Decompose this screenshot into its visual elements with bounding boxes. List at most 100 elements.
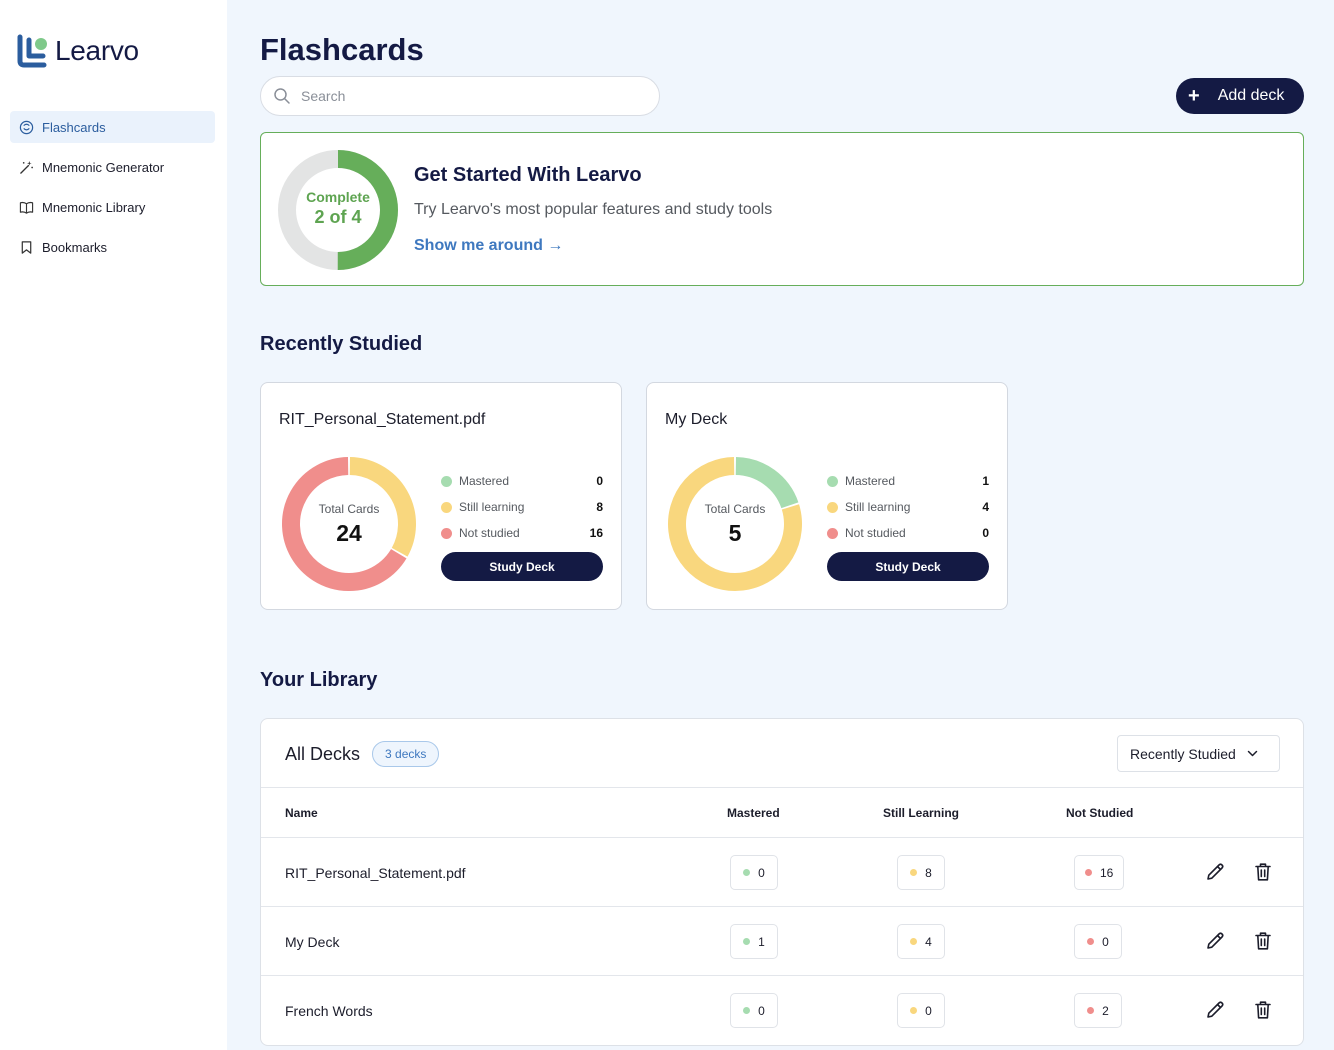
progress-ring-count: 2 of 4 [314,207,362,227]
sidebar-item-bookmarks[interactable]: Bookmarks [10,231,215,263]
legend-mastered: Mastered 1 [827,468,989,494]
trash-icon [1255,932,1271,950]
get-started-subtitle: Try Learvo's most popular features and s… [414,201,773,218]
all-decks-label: All Decks [285,743,361,764]
deck-card: My Deck Total Cards 5 Mastered 1 Still l… [646,382,1008,610]
page-title: Flashcards [260,32,424,67]
table-body: RIT_Personal_Statement.pdf 0 8 16 My Dec… [261,838,1303,1045]
pencil-icon [1207,1001,1224,1018]
donut-center-label: Total Cards 5 [666,502,804,547]
sidebar-nav: Flashcards Mnemonic Generator Mnemonic L… [10,111,215,271]
delete-button[interactable] [1252,861,1274,883]
edit-button[interactable] [1204,999,1226,1021]
add-deck-label: Add deck [1217,87,1285,104]
not-studied-count: 2 [1074,993,1122,1028]
legend-value: 0 [596,474,603,488]
column-header-mastered[interactable]: Mastered [727,806,780,820]
plus-icon: + [1188,85,1200,107]
mastered-count: 0 [730,855,778,890]
sidebar-item-mnemonic-library[interactable]: Mnemonic Library [10,191,215,223]
legend-label: Not studied [845,526,906,540]
legend-value: 16 [589,526,603,540]
book-icon [18,199,34,215]
legend-mastered: Mastered 0 [441,468,603,494]
progress-ring [278,150,398,270]
study-deck-button[interactable]: Study Deck [441,552,603,581]
still-learning-value: 0 [925,1003,932,1018]
donut-slice-still-learning [349,457,416,557]
still-learning-dot [910,1007,918,1014]
pencil-icon [1207,863,1224,880]
edit-button[interactable] [1204,930,1226,952]
total-cards-value: 5 [728,520,742,546]
delete-button[interactable] [1252,930,1274,952]
progress-ring-label: Complete 2 of 4 [277,189,399,228]
donut-slice-still-learning [668,457,802,591]
sidebar-item-label: Mnemonic Library [42,199,146,215]
learvo-logo[interactable]: Learvo [17,34,139,68]
legend-label: Still learning [459,500,525,514]
flashcards-icon [18,119,34,135]
mastered-value: 1 [758,934,765,949]
column-header-still-learning[interactable]: Still Learning [883,806,960,820]
donut-center-label: Total Cards 24 [280,502,418,547]
column-header-not-studied[interactable]: Not Studied [1066,806,1134,820]
deck-count-badge: 3 decks [372,741,440,767]
not-studied-dot [1085,869,1092,876]
legend-value: 0 [982,526,989,540]
not-studied-value: 2 [1102,1003,1109,1018]
still-learning-count: 4 [897,924,945,959]
not-studied-dot [441,527,452,539]
legend-value: 8 [596,500,603,514]
not-studied-count: 0 [1074,924,1122,959]
table-row[interactable]: French Words 0 0 2 [261,976,1303,1045]
total-cards-label: Total Cards [704,502,766,516]
progress-ring-caption: Complete [306,189,370,205]
total-cards-value: 24 [336,520,362,546]
sidebar-item-label: Flashcards [42,119,106,135]
table-row[interactable]: My Deck 1 4 0 [261,907,1303,976]
column-header-name[interactable]: Name [285,806,318,820]
mastered-count: 1 [730,924,778,959]
sort-dropdown[interactable]: Recently Studied [1117,735,1280,772]
mastered-dot [743,869,751,876]
sidebar-item-flashcards[interactable]: Flashcards [10,111,215,143]
get-started-title: Get Started With Learvo [414,164,642,186]
not-studied-value: 0 [1102,934,1109,949]
magic-wand-icon [18,159,34,175]
show-me-around-link[interactable]: Show me around → [414,237,564,254]
not-studied-value: 16 [1100,865,1114,880]
trash-icon [1255,1001,1271,1019]
delete-button[interactable] [1252,999,1274,1021]
deck-card: RIT_Personal_Statement.pdf Total Cards 2… [260,382,622,610]
add-deck-button[interactable]: + Add deck [1176,78,1304,114]
search-input[interactable] [301,88,641,104]
deck-donut-chart [282,457,416,591]
not-studied-dot [1087,938,1095,945]
app-name: Learvo [55,35,139,66]
search-icon [274,88,290,104]
get-started-card: Complete 2 of 4 Get Started With Learvo … [260,132,1304,286]
pencil-icon [1207,932,1224,949]
legend-not-studied: Not studied 16 [441,520,603,546]
mastered-dot [827,475,838,487]
legend-not-studied: Not studied 0 [827,520,989,546]
deck-name: French Words [285,1003,373,1019]
legend-value: 1 [982,474,989,488]
your-library-title: Your Library [260,669,378,691]
legend-label: Not studied [459,526,520,540]
table-row[interactable]: RIT_Personal_Statement.pdf 0 8 16 [261,838,1303,907]
mastered-value: 0 [758,865,765,880]
legend-still-learning: Still learning 4 [827,494,989,520]
legend-value: 4 [982,500,989,514]
deck-donut-chart [668,457,802,591]
decks-table: Name Mastered Still Learning Not Studied… [261,787,1303,1045]
deck-card-name: RIT_Personal_Statement.pdf [279,411,486,428]
study-deck-button[interactable]: Study Deck [827,552,989,581]
sidebar-item-mnemonic-generator[interactable]: Mnemonic Generator [10,151,215,183]
still-learning-count: 0 [897,993,945,1028]
legend-label: Mastered [459,474,510,488]
sidebar-item-label: Bookmarks [42,239,108,255]
edit-button[interactable] [1204,861,1226,883]
search-box[interactable] [260,76,660,116]
